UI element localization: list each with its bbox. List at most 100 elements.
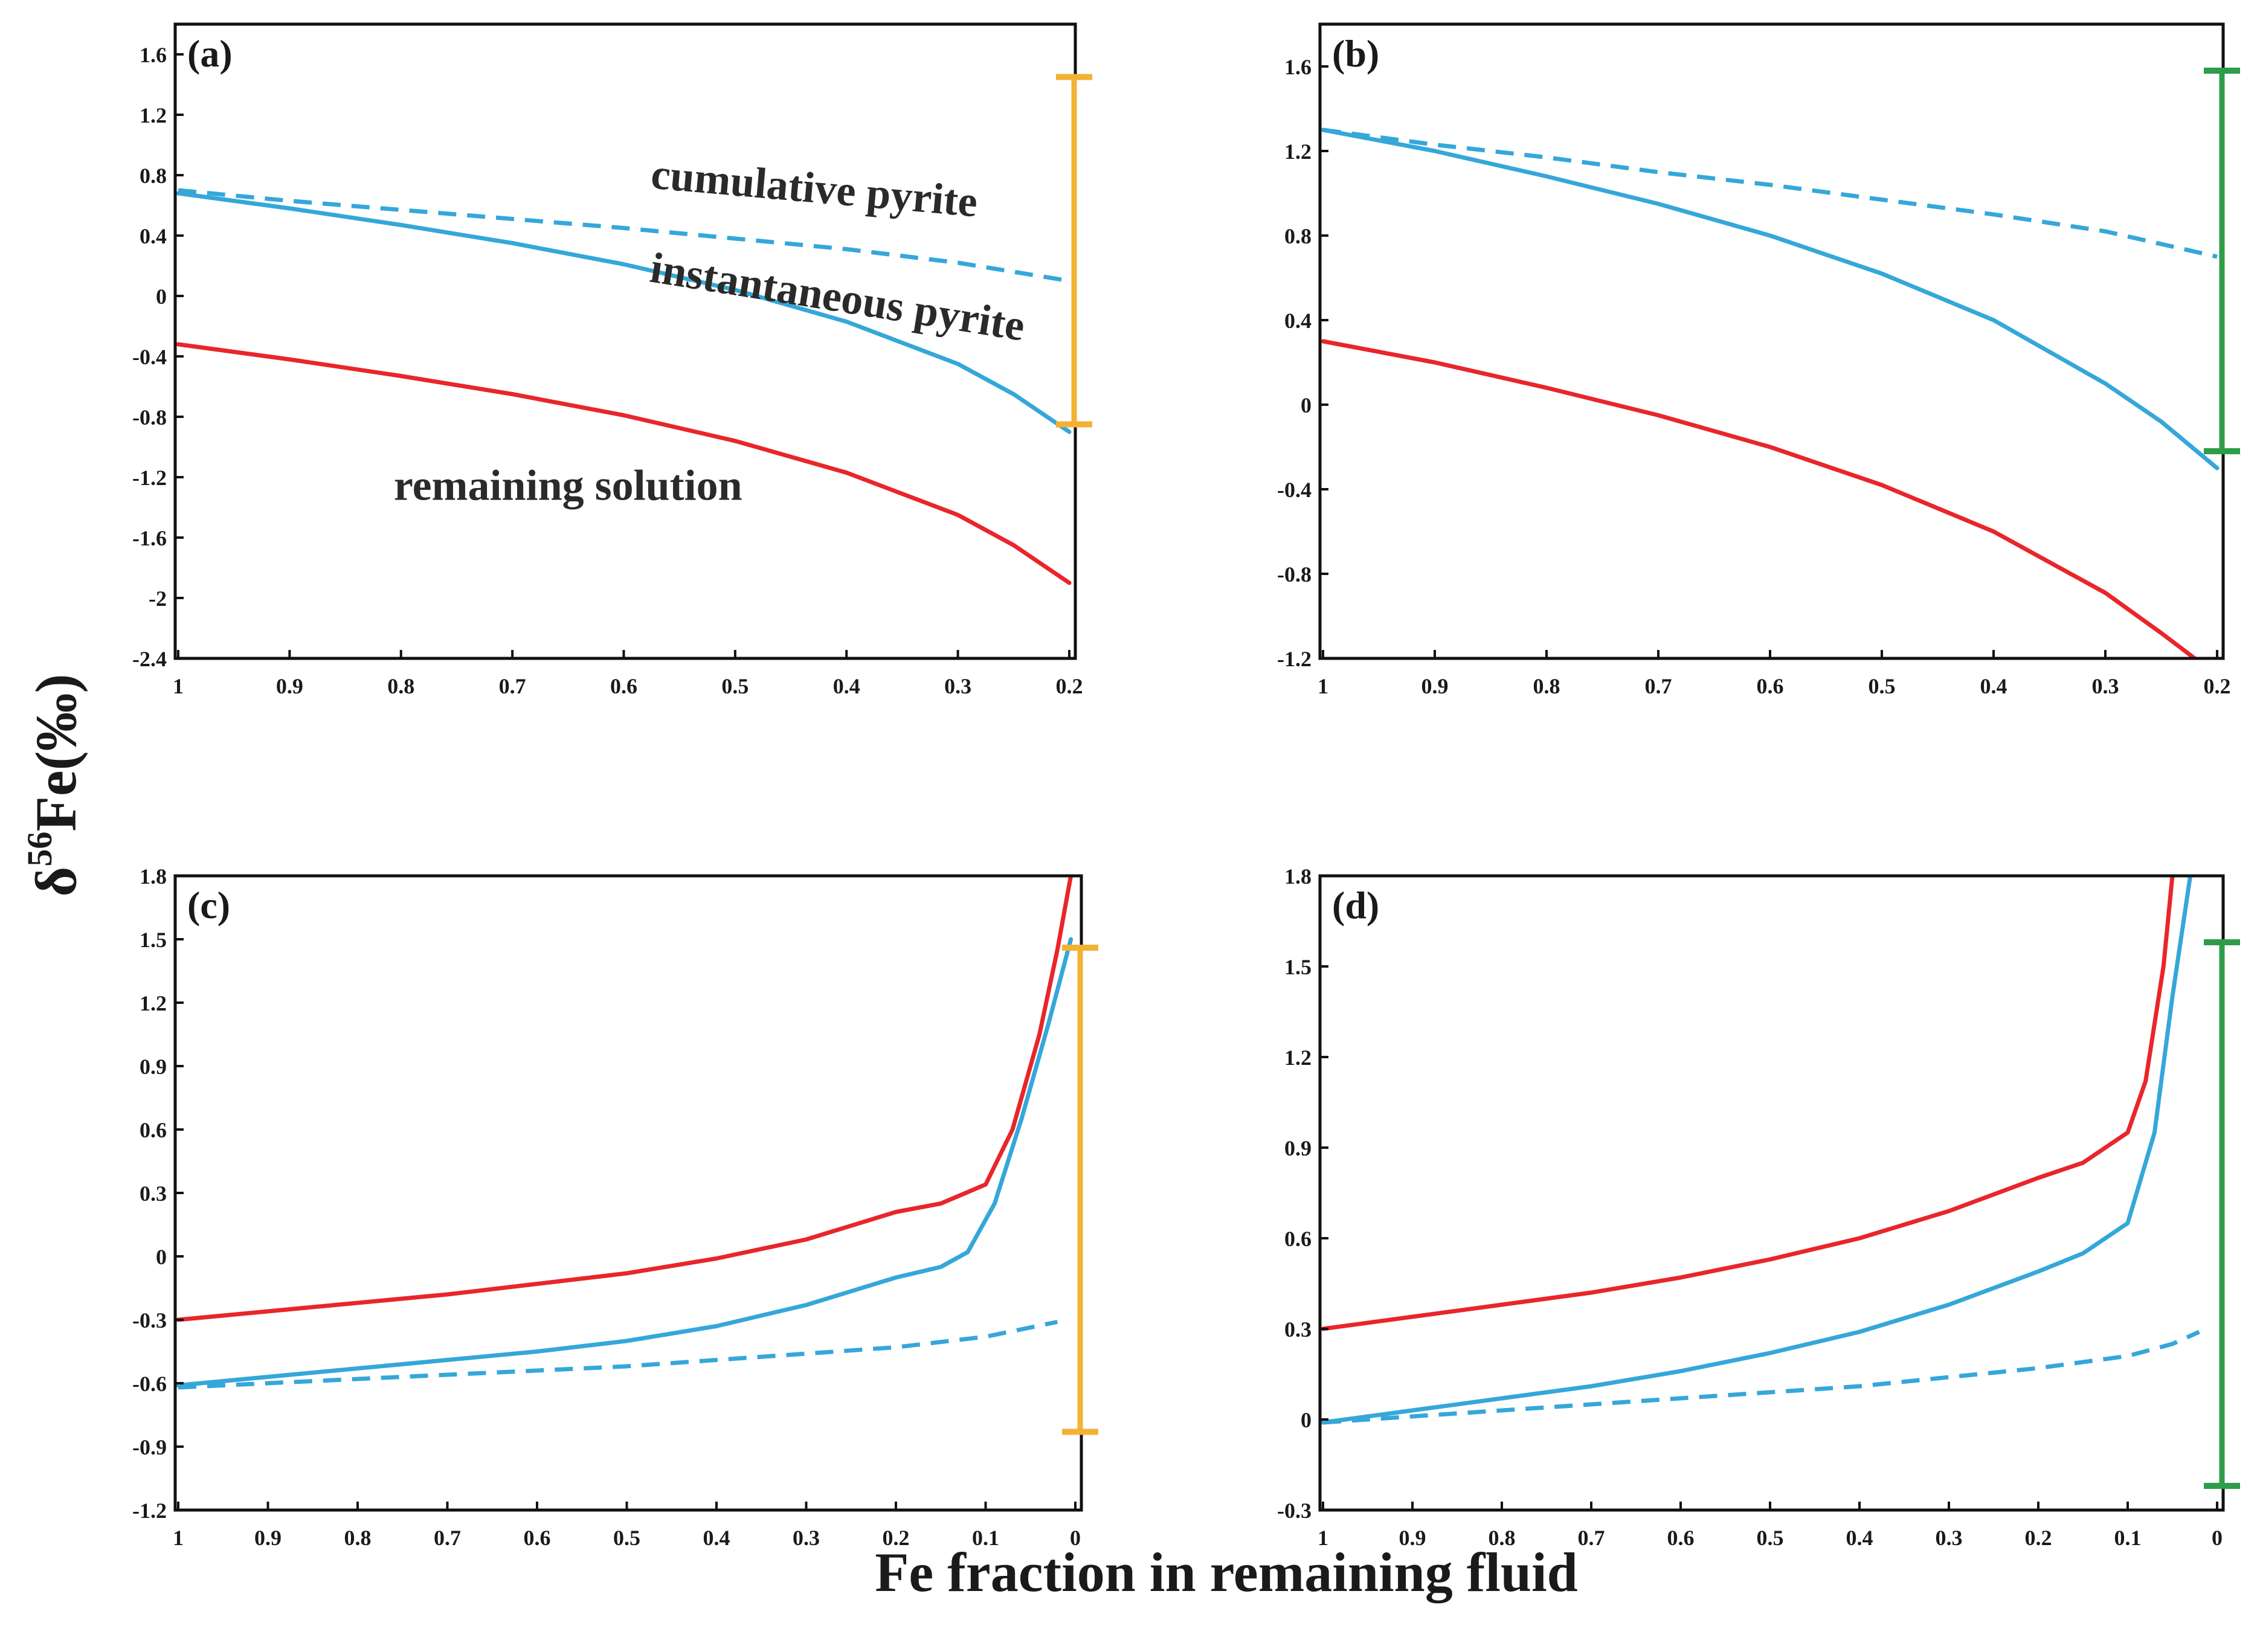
x-tick-label: 0.4 [833, 674, 860, 698]
x-tick-label: 0.3 [793, 1526, 820, 1550]
x-tick-label: 0.1 [972, 1526, 999, 1550]
y-tick-label: -1.2 [132, 1499, 167, 1523]
y-tick-label: 1.2 [1284, 1046, 1312, 1070]
y-tick-label: -0.6 [132, 1372, 167, 1396]
y-tick-label: -2.4 [132, 647, 167, 671]
y-tick-label: 0.3 [1284, 1317, 1312, 1342]
x-tick-label: 0.5 [1757, 1526, 1784, 1550]
y-tick-label: -2 [149, 587, 167, 611]
y-tick-label: 0 [1301, 393, 1312, 417]
y-tick-label: -0.8 [132, 405, 167, 429]
series-instantaneous-pyrite-line [1321, 876, 2193, 1425]
y-tick-label: -0.3 [1277, 1499, 1312, 1523]
panel-label: (b) [1332, 32, 1379, 75]
y-tick-label: 0.4 [1284, 309, 1312, 333]
plot-frame [173, 22, 1077, 660]
x-tick-label: 0.6 [1667, 1526, 1695, 1550]
y-tick-label: 0.8 [1284, 224, 1312, 248]
series-instantaneous-pyrite-line [1321, 127, 2220, 471]
x-tick-label: 0.6 [1757, 674, 1784, 698]
x-tick-label: 0.3 [944, 674, 971, 698]
x-tick-label: 0.8 [1489, 1526, 1516, 1550]
x-tick-label: 0.2 [2204, 674, 2231, 698]
x-tick-label: 1 [1318, 1526, 1328, 1550]
y-tick-label: -0.9 [132, 1435, 167, 1459]
x-tick-label: 0.9 [1421, 674, 1449, 698]
x-tick-label: 0.9 [276, 674, 303, 698]
x-tick-label: 0.9 [254, 1526, 282, 1550]
series-remaining-solution-line [176, 342, 1072, 585]
y-tick-label: 0 [156, 1245, 167, 1269]
panel-label: (c) [187, 884, 230, 927]
x-tick-label: 0.4 [1846, 1526, 1873, 1550]
y-tick-label: -0.8 [1277, 562, 1312, 587]
x-tick-label: 0.2 [883, 1526, 910, 1550]
y-tick-label: -1.2 [1277, 647, 1312, 671]
panel-d: -0.3 0 0.3 0.6 0.9 1.2 1.5 1.8 1 0.9 0.8 0.7 0.6 0.5 0… [1277, 864, 2240, 1550]
y-tick-label: 0.6 [1284, 1227, 1312, 1251]
panel-b: -1.2 -0.8 -0.4 0 0.4 0.8 1.2 1.6 1 0.9 0.8 0.7 0.6 0.… [1277, 22, 2240, 698]
y-tick-label: 1.6 [140, 43, 167, 67]
y-tick-label: 0.6 [140, 1118, 167, 1142]
series-cumulative-pyrite-line [1322, 1329, 2200, 1425]
y-tick-label: 0.4 [140, 224, 167, 248]
x-tick-label: 0.4 [703, 1526, 730, 1550]
plot-frame [173, 874, 1083, 1512]
series-instantaneous-pyrite-line [176, 937, 1074, 1387]
y-tick-label: 1.2 [1284, 140, 1312, 164]
annotation-cumulative-pyrite: cumulative pyrite [649, 150, 980, 227]
panel-a: -2.4 -2 -1.6 -1.2 -0.8 -0.4 0 0.4 0.8 1.2 1.6 1 0.9 0… [132, 22, 1092, 698]
y-tick-label: 0.8 [140, 164, 167, 188]
x-tick-label: 0.8 [344, 1526, 372, 1550]
annotation-remaining-solution: remaining solution [394, 461, 742, 510]
x-tick-label: 0.1 [2114, 1526, 2142, 1550]
x-tick-label: 0.3 [1936, 1526, 1963, 1550]
x-tick-label: 0.9 [1399, 1526, 1426, 1550]
y-tick-label: 1.6 [1284, 55, 1312, 79]
annotation-instantaneous-pyrite: instantaneous pyrite [647, 243, 1028, 350]
y-tick-label: 1.2 [140, 103, 167, 127]
series-remaining-solution-line [1321, 876, 2175, 1331]
y-tick-label: 0.3 [140, 1181, 167, 1206]
x-tick-label: 1 [173, 674, 184, 698]
y-tick-label: -0.4 [132, 345, 167, 369]
panel-label: (a) [187, 32, 233, 75]
panel-c: -1.2 -0.9 -0.6 -0.3 0 0.3 0.6 0.9 1.2 1.5 1.8 1 0.9 0… [132, 864, 1098, 1550]
x-tick-label: 1 [1318, 674, 1328, 698]
series-cumulative-pyrite-line [178, 1320, 1058, 1390]
series-remaining-solution-line [1321, 339, 2197, 658]
panel-label: (d) [1332, 884, 1379, 927]
x-axis-label: Fe fraction in remaining fluid [875, 1541, 1578, 1603]
series-cumulative-pyrite-line [178, 188, 1070, 283]
y-tick-label: 1.8 [1284, 864, 1312, 889]
x-tick-label: 0.6 [610, 674, 637, 698]
x-tick-label: 0.3 [2092, 674, 2119, 698]
y-tick-label: 0.9 [140, 1055, 167, 1079]
y-tick-label: 1.8 [140, 864, 167, 889]
plot-frame [1318, 22, 2225, 660]
x-tick-label: 0.5 [613, 1526, 640, 1550]
y-tick-label: 0.9 [1284, 1136, 1312, 1160]
series-remaining-solution-line [176, 876, 1074, 1322]
x-tick-label: 0.5 [721, 674, 749, 698]
y-tick-label: 1.5 [1284, 955, 1312, 979]
x-tick-label: 0.7 [499, 674, 526, 698]
x-tick-label: 0.8 [1533, 674, 1560, 698]
x-tick-label: 0.5 [1869, 674, 1896, 698]
x-tick-label: 0.8 [387, 674, 414, 698]
y-tick-label: 0 [156, 284, 167, 309]
y-tick-label: -1.2 [132, 466, 167, 490]
y-tick-label: -0.4 [1277, 478, 1312, 502]
series-cumulative-pyrite-line [1322, 127, 2218, 259]
x-tick-label: 0.2 [1056, 674, 1083, 698]
x-tick-label: 0.6 [524, 1526, 551, 1550]
y-tick-label: -1.6 [132, 526, 167, 550]
x-tick-label: 0.7 [1645, 674, 1672, 698]
x-tick-label: 0.7 [1578, 1526, 1605, 1550]
y-tick-label: 0 [1301, 1408, 1312, 1432]
x-tick-label: 0.4 [1980, 674, 2007, 698]
y-tick-label: 1.5 [140, 928, 167, 952]
series-instantaneous-pyrite-line [176, 191, 1072, 434]
x-tick-label: 0 [2212, 1526, 2223, 1550]
